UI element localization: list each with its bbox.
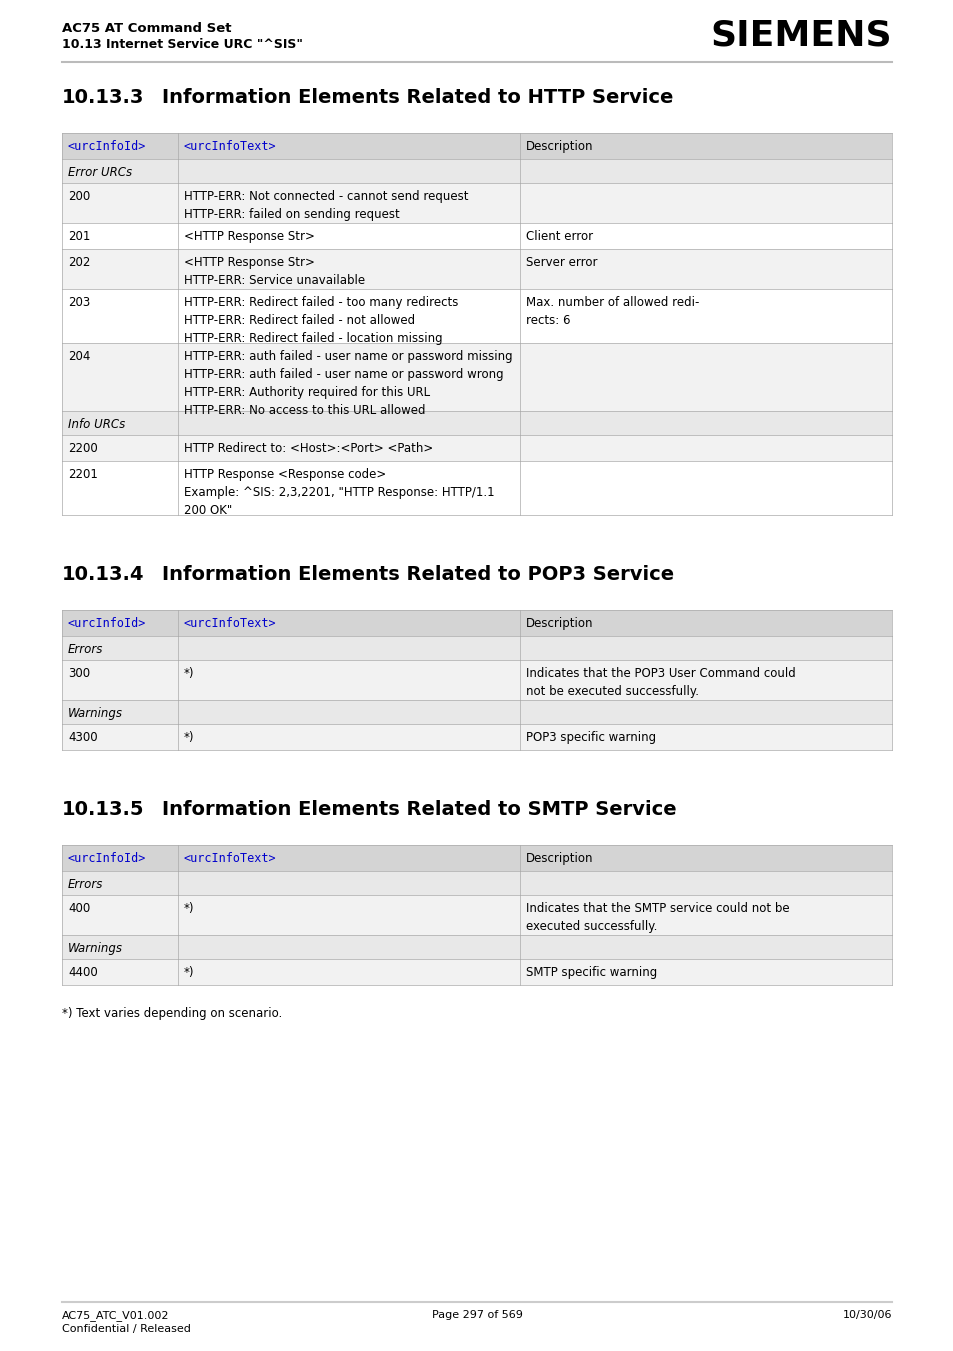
Text: *) Text varies depending on scenario.: *) Text varies depending on scenario. <box>62 1006 282 1020</box>
Text: Errors: Errors <box>68 878 103 892</box>
Text: Info URCs: Info URCs <box>68 417 125 431</box>
Bar <box>62 959 891 985</box>
Text: Error URCs: Error URCs <box>68 166 132 178</box>
Bar <box>62 611 891 636</box>
Text: 2201: 2201 <box>68 467 98 481</box>
Bar <box>62 700 891 724</box>
Text: <HTTP Response Str>
HTTP-ERR: Service unavailable: <HTTP Response Str> HTTP-ERR: Service un… <box>184 255 365 286</box>
Text: Page 297 of 569: Page 297 of 569 <box>431 1310 522 1320</box>
Text: Description: Description <box>525 141 593 153</box>
Bar <box>62 871 891 894</box>
Text: <urcInfoText>: <urcInfoText> <box>184 141 276 153</box>
Text: Description: Description <box>525 852 593 865</box>
Bar <box>62 249 891 289</box>
Bar <box>62 724 891 750</box>
Text: Information Elements Related to HTTP Service: Information Elements Related to HTTP Ser… <box>162 88 673 107</box>
Bar <box>62 411 891 435</box>
Text: 10.13.3: 10.13.3 <box>62 88 144 107</box>
Text: AC75 AT Command Set: AC75 AT Command Set <box>62 22 232 35</box>
Text: *): *) <box>184 667 194 680</box>
Text: SMTP specific warning: SMTP specific warning <box>525 966 657 979</box>
Text: 203: 203 <box>68 296 91 309</box>
Text: Indicates that the POP3 User Command could
not be executed successfully.: Indicates that the POP3 User Command cou… <box>525 667 795 698</box>
Bar <box>62 935 891 959</box>
Text: 10/30/06: 10/30/06 <box>841 1310 891 1320</box>
Text: 4400: 4400 <box>68 966 97 979</box>
Text: <HTTP Response Str>: <HTTP Response Str> <box>184 230 314 243</box>
Bar <box>62 159 891 182</box>
Text: Indicates that the SMTP service could not be
executed successfully.: Indicates that the SMTP service could no… <box>525 902 789 934</box>
Text: <urcInfoId>: <urcInfoId> <box>68 852 146 865</box>
Bar <box>62 461 891 515</box>
Text: Information Elements Related to POP3 Service: Information Elements Related to POP3 Ser… <box>162 565 674 584</box>
Text: *): *) <box>184 966 194 979</box>
Text: Server error: Server error <box>525 255 597 269</box>
Bar <box>62 894 891 935</box>
Text: <urcInfoId>: <urcInfoId> <box>68 141 146 153</box>
Text: 10.13.4: 10.13.4 <box>62 565 144 584</box>
Text: Description: Description <box>525 617 593 630</box>
Bar <box>62 844 891 871</box>
Bar <box>62 132 891 159</box>
Text: POP3 specific warning: POP3 specific warning <box>525 731 656 744</box>
Text: 2200: 2200 <box>68 442 97 455</box>
Text: 4300: 4300 <box>68 731 97 744</box>
Text: <urcInfoText>: <urcInfoText> <box>184 617 276 630</box>
Bar <box>62 289 891 343</box>
Text: Warnings: Warnings <box>68 942 123 955</box>
Text: 204: 204 <box>68 350 91 363</box>
Text: Client error: Client error <box>525 230 593 243</box>
Bar <box>62 435 891 461</box>
Bar <box>62 636 891 661</box>
Text: *): *) <box>184 902 194 915</box>
Text: Errors: Errors <box>68 643 103 657</box>
Text: HTTP-ERR: Not connected - cannot send request
HTTP-ERR: failed on sending reques: HTTP-ERR: Not connected - cannot send re… <box>184 190 468 222</box>
Text: 10.13.5: 10.13.5 <box>62 800 144 819</box>
Text: *): *) <box>184 731 194 744</box>
Text: Information Elements Related to SMTP Service: Information Elements Related to SMTP Ser… <box>162 800 676 819</box>
Bar <box>62 223 891 249</box>
Text: Max. number of allowed redi-
rects: 6: Max. number of allowed redi- rects: 6 <box>525 296 699 327</box>
Text: SIEMENS: SIEMENS <box>710 18 891 51</box>
Text: HTTP-ERR: Redirect failed - too many redirects
HTTP-ERR: Redirect failed - not a: HTTP-ERR: Redirect failed - too many red… <box>184 296 457 345</box>
Bar <box>62 182 891 223</box>
Text: 300: 300 <box>68 667 90 680</box>
Bar <box>62 343 891 411</box>
Text: 400: 400 <box>68 902 91 915</box>
Text: 202: 202 <box>68 255 91 269</box>
Text: 200: 200 <box>68 190 91 203</box>
Text: <urcInfoId>: <urcInfoId> <box>68 617 146 630</box>
Text: HTTP Response <Response code>
Example: ^SIS: 2,3,2201, "HTTP Response: HTTP/1.1
: HTTP Response <Response code> Example: ^… <box>184 467 494 517</box>
Text: <urcInfoText>: <urcInfoText> <box>184 852 276 865</box>
Text: Warnings: Warnings <box>68 707 123 720</box>
Bar <box>62 661 891 700</box>
Text: AC75_ATC_V01.002: AC75_ATC_V01.002 <box>62 1310 170 1321</box>
Text: HTTP-ERR: auth failed - user name or password missing
HTTP-ERR: auth failed - us: HTTP-ERR: auth failed - user name or pas… <box>184 350 512 417</box>
Text: HTTP Redirect to: <Host>:<Port> <Path>: HTTP Redirect to: <Host>:<Port> <Path> <box>184 442 433 455</box>
Text: Confidential / Released: Confidential / Released <box>62 1324 191 1333</box>
Text: 10.13 Internet Service URC "^SIS": 10.13 Internet Service URC "^SIS" <box>62 38 303 51</box>
Text: 201: 201 <box>68 230 91 243</box>
